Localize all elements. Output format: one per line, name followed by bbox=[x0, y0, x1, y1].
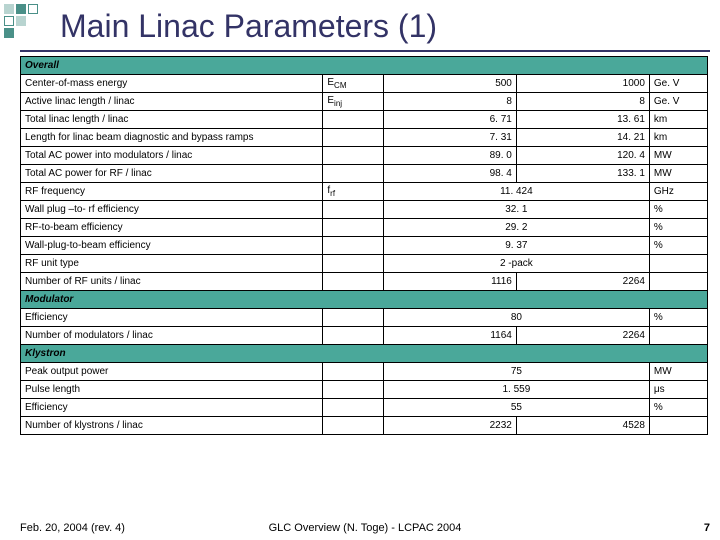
parameters-table: Overall Center-of-mass energy ECM 500 10… bbox=[20, 56, 708, 435]
corner-decoration bbox=[4, 4, 38, 38]
page-title: Main Linac Parameters (1) bbox=[60, 8, 437, 45]
footer: Feb. 20, 2004 (rev. 4) GLC Overview (N. … bbox=[20, 522, 710, 534]
table-row: Wall plug –to- rf efficiency 32. 1 % bbox=[21, 201, 708, 219]
table-row: Number of modulators / linac 11642264 bbox=[21, 327, 708, 345]
table-row: Total AC power for RF / linac 98. 4133. … bbox=[21, 165, 708, 183]
table-row: RF frequency frf 11. 424 GHz bbox=[21, 183, 708, 201]
symbol-cell: ECM bbox=[323, 75, 383, 93]
table-row: RF unit type 2 -pack bbox=[21, 255, 708, 273]
table-row: Active linac length / linac Einj 8 8 Ge.… bbox=[21, 93, 708, 111]
table-row: Total AC power into modulators / linac 8… bbox=[21, 147, 708, 165]
section-header: Overall bbox=[21, 57, 708, 75]
section-header: Klystron bbox=[21, 345, 708, 363]
table-row: Efficiency 55 % bbox=[21, 399, 708, 417]
table-row: Peak output power 75 MW bbox=[21, 363, 708, 381]
table-row: Number of RF units / linac 11162264 bbox=[21, 273, 708, 291]
section-header: Modulator bbox=[21, 291, 708, 309]
page-number: 7 bbox=[704, 522, 710, 534]
footer-date: Feb. 20, 2004 (rev. 4) bbox=[20, 522, 125, 534]
table-row: Wall-plug-to-beam efficiency 9. 37 % bbox=[21, 237, 708, 255]
title-underline bbox=[20, 50, 710, 52]
table-row: Pulse length 1. 559 μs bbox=[21, 381, 708, 399]
table-row: Number of klystrons / linac 22324528 bbox=[21, 417, 708, 435]
table-row: Efficiency 80 % bbox=[21, 309, 708, 327]
table-row: Center-of-mass energy ECM 500 1000 Ge. V bbox=[21, 75, 708, 93]
table-row: Length for linac beam diagnostic and byp… bbox=[21, 129, 708, 147]
table-row: RF-to-beam efficiency 29. 2 % bbox=[21, 219, 708, 237]
table-row: Total linac length / linac 6. 7113. 61 k… bbox=[21, 111, 708, 129]
